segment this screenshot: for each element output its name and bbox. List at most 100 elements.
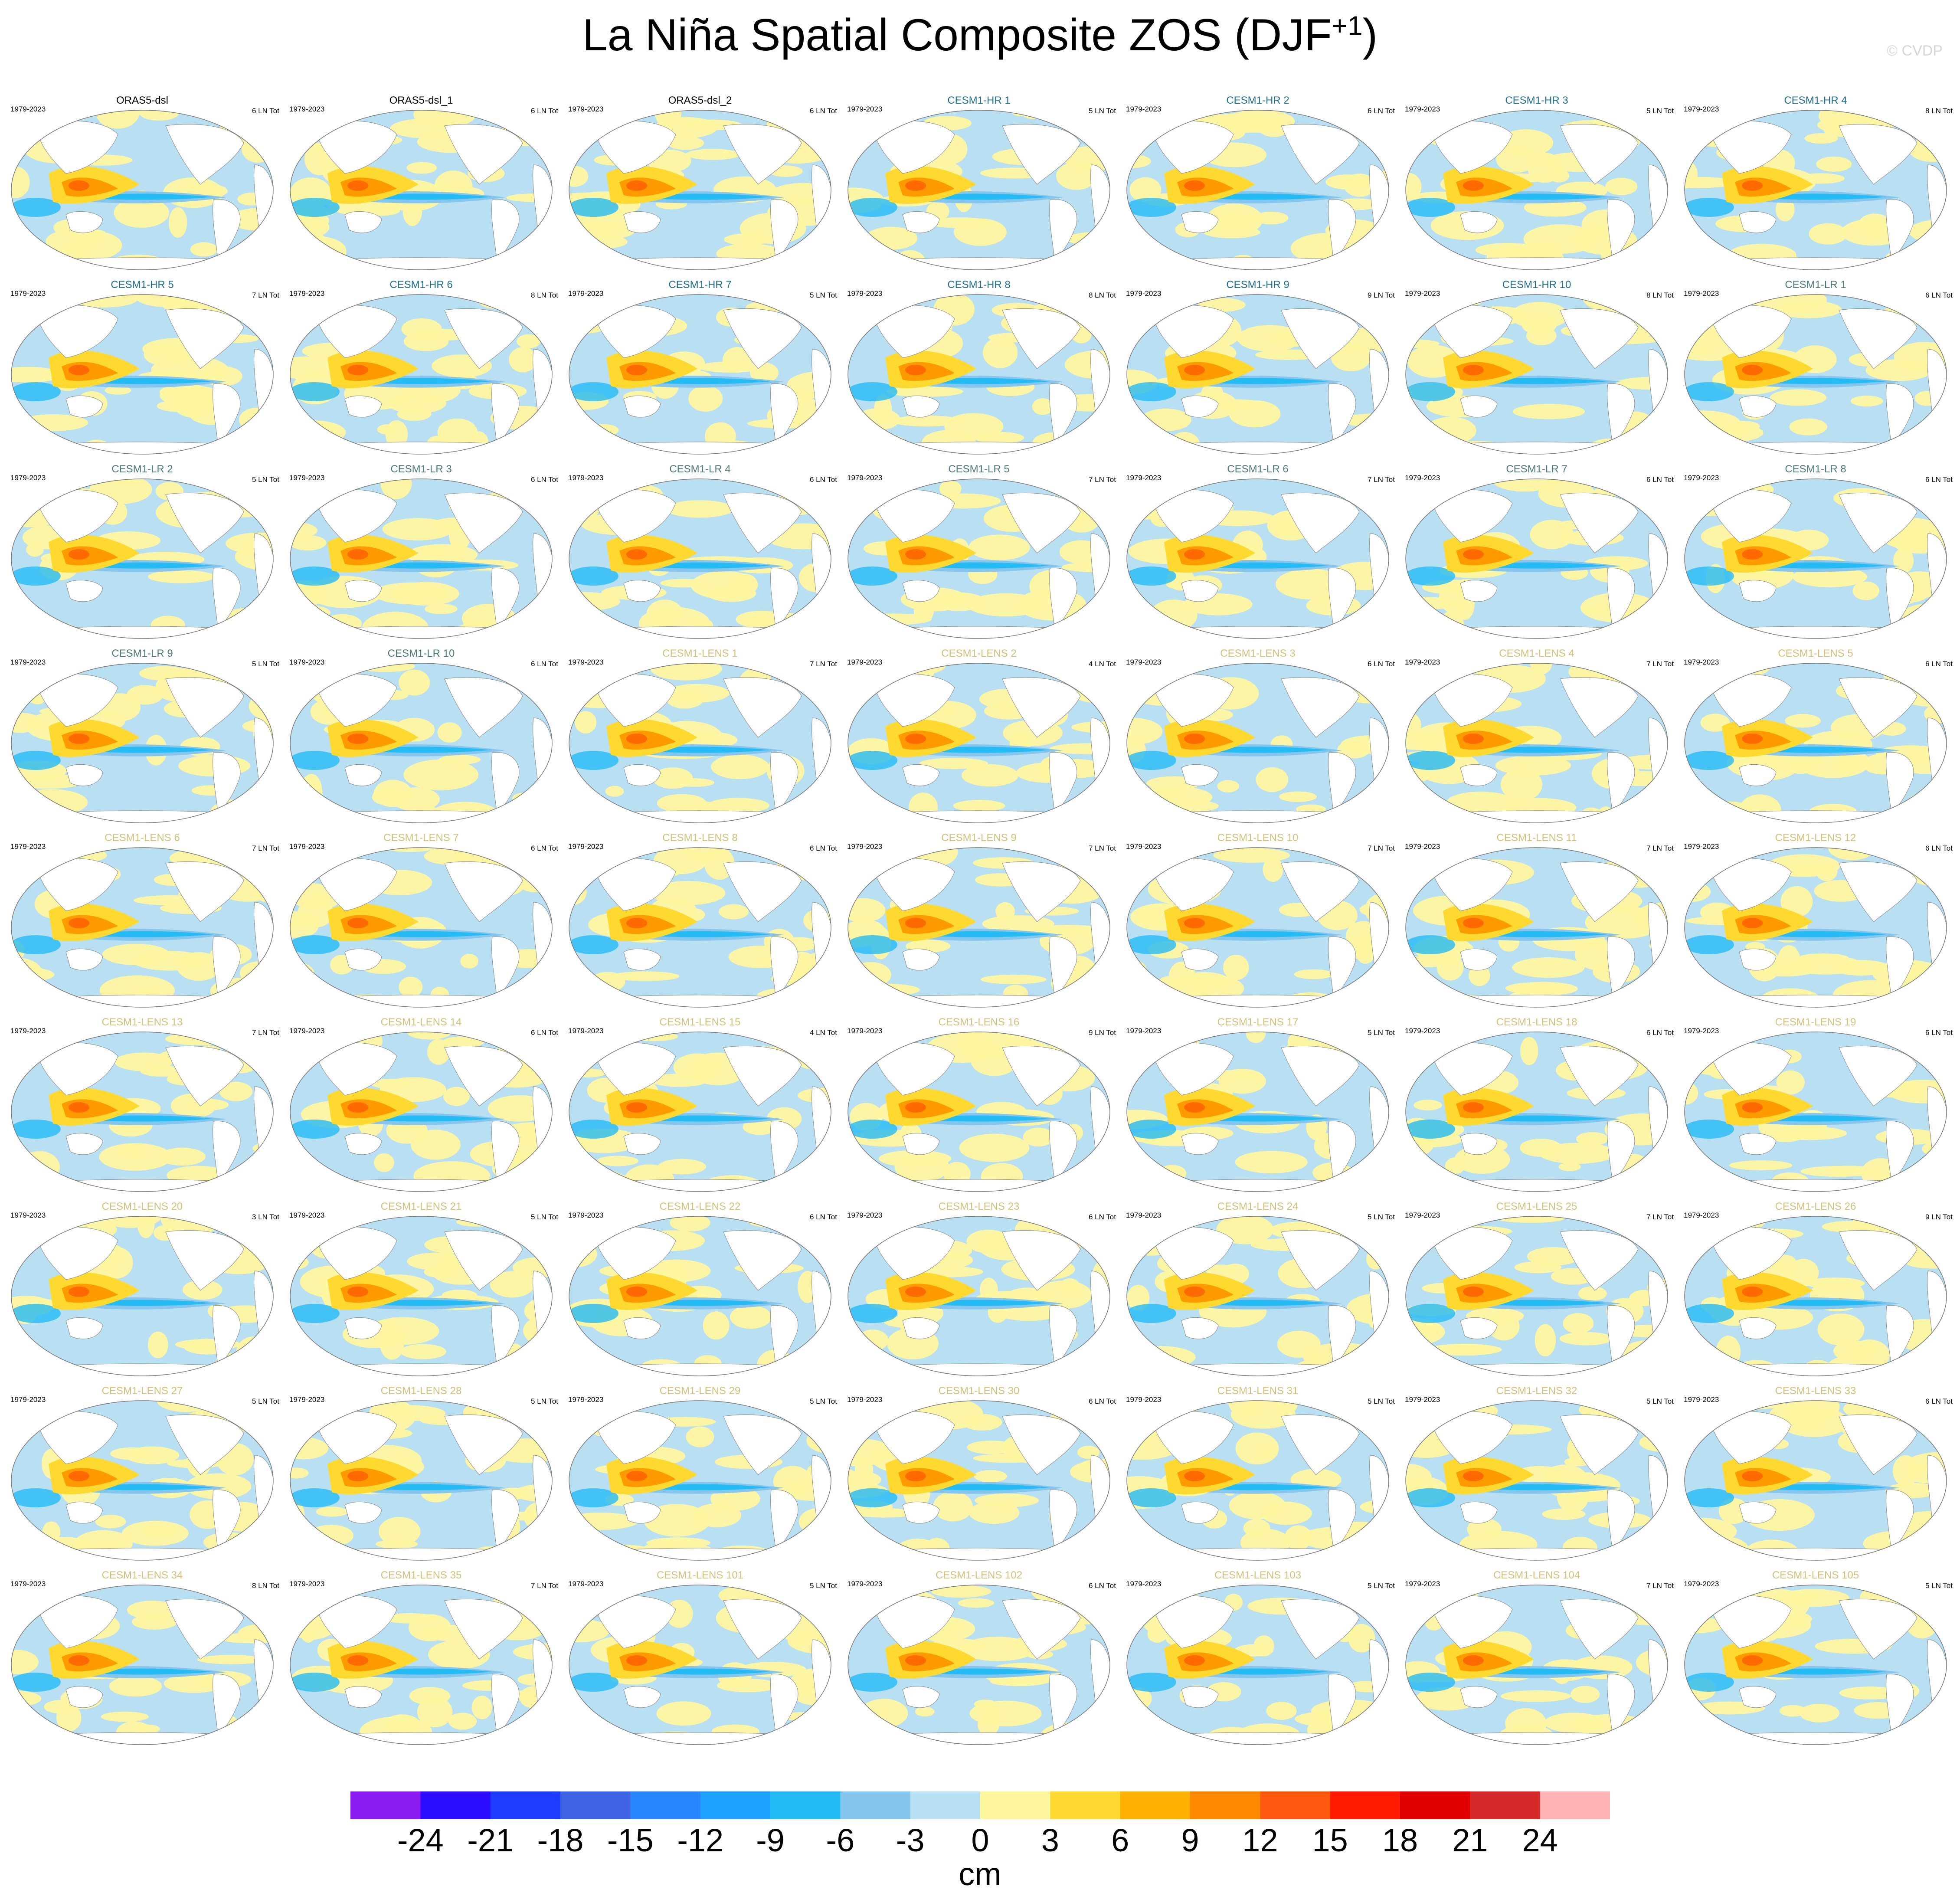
anomaly-patch <box>114 197 170 228</box>
panel-period: 1979-2023 <box>289 474 325 482</box>
land-south-america <box>491 383 520 443</box>
anomaly-patch <box>1243 1519 1270 1537</box>
indian-ocean-anomaly <box>11 198 61 217</box>
land-north-america <box>1281 124 1360 185</box>
anomaly-patch <box>969 534 1030 560</box>
anomaly-patch <box>1520 1037 1538 1065</box>
anomaly-patch <box>1246 1032 1266 1043</box>
anomaly-patch <box>1090 1598 1110 1626</box>
land-south-america <box>1049 936 1077 996</box>
land-north-america <box>1839 677 1917 738</box>
equatorial-cold-core <box>1770 1668 1887 1675</box>
anomaly-patch <box>780 111 813 130</box>
land-antarctica <box>1406 995 1668 1007</box>
map-panel: CESM1-LENS 103 1979-2023 5 LN Tot <box>1119 1569 1397 1747</box>
map-plot <box>569 663 831 823</box>
panel-period: 1979-2023 <box>568 1211 604 1219</box>
land-antarctica <box>848 1179 1110 1192</box>
map-plot <box>11 847 274 1008</box>
map-border <box>847 110 1110 270</box>
panel-period: 1979-2023 <box>1684 658 1719 666</box>
map-panel: CESM1-LENS 15 1979-2023 4 LN Tot <box>561 1015 839 1194</box>
map-border <box>569 294 831 455</box>
map-plot <box>1126 1216 1389 1376</box>
equatorial-cold-core <box>933 931 1050 937</box>
map-border <box>290 294 553 455</box>
land-south-america <box>1886 1305 1914 1365</box>
map-panel: CESM1-LENS 19 1979-2023 6 LN Tot <box>1677 1015 1954 1194</box>
anomaly-patch <box>1787 1589 1820 1601</box>
land-south-america <box>1328 199 1356 259</box>
anomaly-patch <box>406 162 437 174</box>
equatorial-cold-core <box>1491 378 1608 384</box>
anomaly-patch <box>1348 1624 1375 1653</box>
land-antarctica <box>1685 442 1947 454</box>
panel-event-count: 6 LN Tot <box>530 107 558 115</box>
map-plot <box>1405 663 1668 823</box>
land-antarctica <box>1127 810 1389 823</box>
land-antarctica <box>290 257 552 270</box>
map-plot <box>1684 478 1947 639</box>
land-antarctica <box>569 1732 831 1745</box>
map-border <box>569 663 831 823</box>
map-panel: CESM1-LENS 32 1979-2023 5 LN Tot <box>1398 1384 1675 1563</box>
land-antarctica <box>1127 1363 1389 1376</box>
anomaly-patch <box>569 976 602 991</box>
anomaly-patch <box>97 1216 163 1228</box>
land-antarctica <box>290 1363 552 1376</box>
panel-title: CESM1-LR 6 <box>1227 463 1289 475</box>
land-antarctica <box>1685 1548 1947 1560</box>
panel-title: CESM1-LENS 34 <box>101 1569 183 1581</box>
anomaly-patch <box>1159 800 1219 812</box>
anomaly-patch <box>448 1713 477 1730</box>
panel-title: CESM1-LENS 9 <box>941 832 1017 844</box>
anomaly-patch <box>1563 1313 1594 1334</box>
map-border <box>1405 1032 1668 1192</box>
anomaly-patch <box>1360 442 1389 454</box>
panel-title: CESM1-LENS 21 <box>380 1201 462 1212</box>
anomaly-patch <box>611 971 680 981</box>
land-south-america <box>770 1673 798 1733</box>
land-australia <box>1739 1133 1777 1155</box>
anomaly-patch <box>127 685 164 705</box>
anomaly-patch <box>656 1701 711 1726</box>
map-plot <box>11 110 274 270</box>
land-antarctica <box>290 1548 552 1560</box>
anomaly-patch <box>1325 174 1370 190</box>
anomaly-patch <box>1467 1518 1502 1540</box>
map-border <box>1405 847 1668 1008</box>
panel-title: ORAS5-dsl_2 <box>668 95 732 106</box>
land-north-america <box>444 1045 523 1107</box>
warm-pool-peak <box>1742 734 1763 744</box>
land-antarctica <box>1685 810 1947 823</box>
panel-period: 1979-2023 <box>1126 105 1162 113</box>
panel-title: CESM1-LR 9 <box>111 648 173 659</box>
land-south-america <box>1328 383 1356 443</box>
land-south-america <box>213 1120 241 1180</box>
anomaly-patch <box>1140 408 1191 432</box>
panel-event-count: 5 LN Tot <box>1925 1582 1953 1590</box>
land-north-america <box>165 1414 244 1475</box>
anomaly-patch <box>574 711 597 734</box>
anomaly-patch <box>1805 1277 1865 1289</box>
panel-title: CESM1-LENS 15 <box>659 1016 741 1028</box>
land-south-america <box>1049 383 1077 443</box>
anomaly-patch <box>569 166 589 187</box>
anomaly-patch <box>425 603 458 614</box>
warm-pool-peak <box>905 1471 926 1481</box>
warm-pool-peak <box>347 918 368 928</box>
indian-ocean-anomaly <box>290 1120 340 1139</box>
map-plot <box>1684 110 1947 270</box>
equatorial-cold-core <box>375 378 492 384</box>
anomaly-patch <box>1127 1285 1150 1311</box>
equatorial-cold-core <box>1212 193 1329 200</box>
panel-title: CESM1-LENS 7 <box>383 832 459 844</box>
panel-title: CESM1-LR 5 <box>948 463 1010 475</box>
land-north-america <box>1002 1598 1081 1660</box>
panel-period: 1979-2023 <box>1405 105 1440 113</box>
anomaly-patch <box>385 420 408 448</box>
anomaly-patch <box>460 954 479 969</box>
anomaly-patch <box>944 413 1004 440</box>
land-antarctica <box>569 626 831 639</box>
anomaly-patch <box>954 218 1007 246</box>
